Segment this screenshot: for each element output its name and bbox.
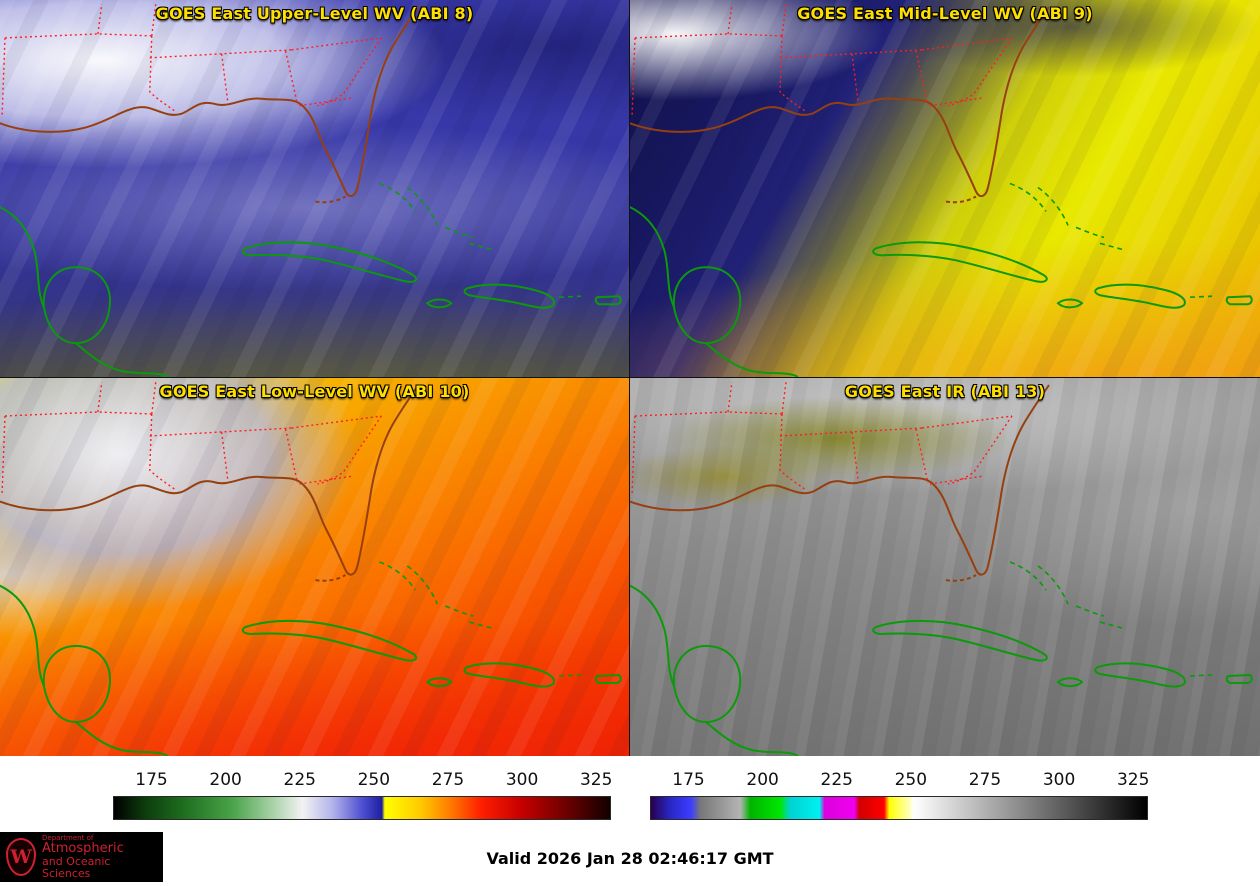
colorbar-ir: 175 200 225 250 275 300 325 <box>650 770 1150 820</box>
tick-label: 200 <box>209 770 242 790</box>
panel-title-mid-level-wv: GOES East Mid-Level WV (ABI 9) <box>797 4 1093 23</box>
map-overlay <box>0 381 622 756</box>
map-overlay <box>630 381 1253 756</box>
satellite-grid: GOES East Upper-Level WV (ABI 8) GOES Ea… <box>0 0 1260 756</box>
panel-low-level-wv: GOES East Low-Level WV (ABI 10) <box>0 378 630 756</box>
map-overlay <box>0 2 622 377</box>
tick-label: 325 <box>1116 770 1150 790</box>
valid-time: Valid 2026 Jan 28 02:46:17 GMT <box>486 849 774 868</box>
logo-dept-line1: Atmospheric <box>42 841 124 857</box>
panel-title-upper-level-wv: GOES East Upper-Level WV (ABI 8) <box>155 4 474 23</box>
panel-ir: GOES East IR (ABI 13) <box>630 378 1260 756</box>
tick-label: 200 <box>746 770 779 790</box>
tick-label: 225 <box>820 770 853 790</box>
panel-title-low-level-wv: GOES East Low-Level WV (ABI 10) <box>159 382 470 401</box>
uw-crest-icon: W <box>6 838 36 876</box>
colorbar-strip: 175 200 225 250 275 300 325 175 200 225 … <box>0 756 1260 832</box>
colorbar-wv-ticks: 175 200 225 250 275 300 325 <box>113 770 613 794</box>
tick-label: 300 <box>1042 770 1076 790</box>
panel-mid-level-wv: GOES East Mid-Level WV (ABI 9) <box>630 0 1260 378</box>
tick-label: 275 <box>968 770 1002 790</box>
tick-label: 300 <box>505 770 539 790</box>
uw-aos-logo: W Department of Atmospheric and Oceanic … <box>0 832 163 882</box>
logo-dept-prefix: Department of <box>42 833 94 842</box>
footer: Valid 2026 Jan 28 02:46:17 GMT W Departm… <box>0 832 1260 882</box>
colorbar-ir-ticks: 175 200 225 250 275 300 325 <box>650 770 1150 794</box>
uw-aos-logo-text: Department of Atmospheric and Oceanic Sc… <box>42 833 157 880</box>
tick-label: 225 <box>283 770 316 790</box>
tick-label: 325 <box>579 770 613 790</box>
logo-dept-line2: and Oceanic Sciences <box>42 854 111 880</box>
colorbar-wv: 175 200 225 250 275 300 325 <box>113 770 613 820</box>
tick-label: 250 <box>357 770 391 790</box>
colorbar-ir-gradient <box>650 796 1148 820</box>
tick-label: 175 <box>672 770 705 790</box>
map-overlay <box>630 2 1253 377</box>
panel-title-ir: GOES East IR (ABI 13) <box>844 382 1046 401</box>
tick-label: 275 <box>431 770 465 790</box>
tick-label: 175 <box>135 770 168 790</box>
tick-label: 250 <box>894 770 928 790</box>
colorbar-wv-gradient <box>113 796 611 820</box>
panel-upper-level-wv: GOES East Upper-Level WV (ABI 8) <box>0 0 630 378</box>
